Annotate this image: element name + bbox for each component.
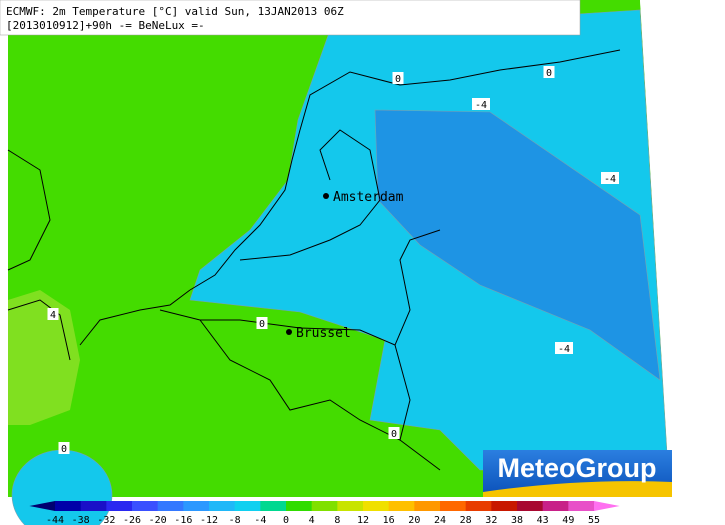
colorbar-label: 49 <box>562 515 574 525</box>
colorbar-label: -12 <box>200 515 218 525</box>
colorbar-box <box>363 501 390 511</box>
colorbar-label: 8 <box>334 515 340 525</box>
colorbar-label: 4 <box>309 515 315 525</box>
contour-label: 0 <box>392 72 404 85</box>
colorbar-box <box>286 501 313 511</box>
colorbar-label: 28 <box>460 515 472 525</box>
logo: MeteoGroup <box>483 450 672 497</box>
colorbar-box <box>517 501 544 511</box>
contour-label: 0 <box>256 317 268 330</box>
contour-label: -4 <box>555 342 573 355</box>
colorbar-box <box>568 501 595 511</box>
contour-label-box <box>543 66 555 78</box>
coastlines <box>7 49 621 471</box>
contour-label-text: -4 <box>475 100 487 111</box>
contour-label: -4 <box>472 98 490 111</box>
contour-label-box <box>58 442 70 454</box>
contour-label-box <box>601 172 619 184</box>
colorbar-box <box>414 501 441 511</box>
contour-label-text: -4 <box>558 344 570 355</box>
colorbar-box <box>132 501 159 511</box>
contour-label-box <box>47 308 59 320</box>
contour-label: -4 <box>601 172 619 185</box>
colorbar-box <box>311 501 338 511</box>
colorbar-label: 38 <box>511 515 523 525</box>
contour-label-text: 0 <box>395 74 401 85</box>
colorbar-label: -4 <box>254 515 266 525</box>
colorbar-box <box>234 501 261 511</box>
colorbar-label: 16 <box>383 515 395 525</box>
contour-label-box <box>388 427 400 439</box>
colorbar-arrow <box>29 501 55 511</box>
city-dot <box>323 193 329 199</box>
contour-label-text: 0 <box>61 444 67 455</box>
colorbar-box <box>209 501 236 511</box>
contour-label: 0 <box>543 66 555 79</box>
colorbar-box <box>388 501 415 511</box>
colorbar-box <box>183 501 210 511</box>
colorbar-label: -32 <box>97 515 115 525</box>
city-label: Brussel <box>296 326 351 341</box>
colorbar-label: 20 <box>408 515 420 525</box>
colorbar-arrow <box>594 501 620 511</box>
contour-label-text: 0 <box>391 429 397 440</box>
colorbar-box <box>440 501 467 511</box>
colorbar-box <box>157 501 184 511</box>
colorbar-label: 55 <box>588 515 600 525</box>
logo-text: MeteoGroup <box>498 453 657 483</box>
contour-label-text: -4 <box>604 174 616 185</box>
colorbar-label: -8 <box>229 515 241 525</box>
colorbar-label: -26 <box>123 515 141 525</box>
colorbar-box <box>55 501 82 511</box>
header-box <box>0 0 581 36</box>
colorbar-box <box>337 501 364 511</box>
colorbar-label: 12 <box>357 515 369 525</box>
contour-label-text: 0 <box>546 68 552 79</box>
colorbar-label: 43 <box>537 515 549 525</box>
logo-swoosh <box>483 481 672 497</box>
colorbar-label: -20 <box>149 515 167 525</box>
header-line: [2013010912]+90h -= BeNeLux =- <box>6 19 205 32</box>
colorbar-box <box>260 501 287 511</box>
colorbar-box <box>542 501 569 511</box>
map-fill <box>8 0 670 525</box>
colorbar-label: 0 <box>283 515 289 525</box>
colorbar-box <box>80 501 107 511</box>
map-edge <box>640 0 725 525</box>
contour-label-text: 0 <box>259 319 265 330</box>
contour-label: 0 <box>388 427 400 440</box>
colorbar-label: 32 <box>485 515 497 525</box>
colorbar-label: -16 <box>174 515 192 525</box>
colorbar-label: -44 <box>46 515 64 525</box>
contour-label-box <box>555 342 573 354</box>
contour-label: 4 <box>47 308 59 321</box>
colorbar-box <box>465 501 492 511</box>
colorbar-box <box>106 501 133 511</box>
contour-label-box <box>472 98 490 110</box>
colorbar-box <box>491 501 518 511</box>
contour-label-text: 4 <box>50 310 56 321</box>
colorbar-label: 24 <box>434 515 446 525</box>
contour-label: 0 <box>58 442 70 455</box>
colorbar-label: -38 <box>72 515 90 525</box>
city-label: Amsterdam <box>333 190 404 205</box>
contour-label-box <box>256 317 268 329</box>
header-line: ECMWF: 2m Temperature [°C] valid Sun, 13… <box>6 5 344 18</box>
city-dot <box>286 329 292 335</box>
contour-label-box <box>392 72 404 84</box>
